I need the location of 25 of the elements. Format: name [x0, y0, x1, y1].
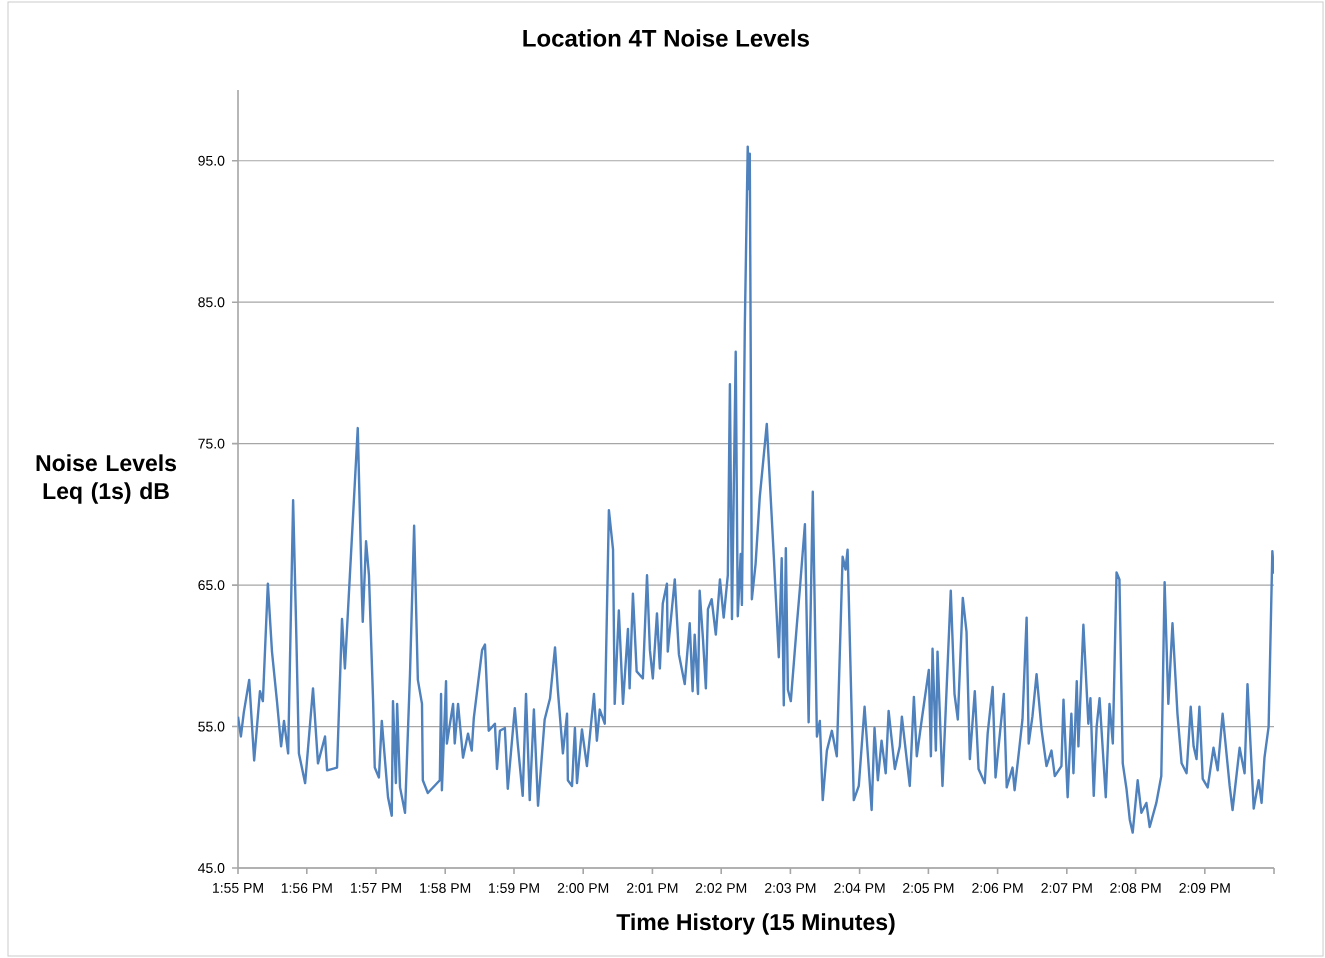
- x-tick-label: 1:58 PM: [420, 883, 471, 893]
- x-tick-label: 2:09 PM: [1179, 883, 1230, 893]
- y-axis-title: Noise Levels Leq (1s) dB: [36, 454, 177, 504]
- x-tick-label: 2:05 PM: [903, 883, 954, 893]
- x-tick-label: 1:55 PM: [213, 883, 263, 893]
- x-tick-label: 2:04 PM: [834, 883, 885, 893]
- x-tick-label: 2:07 PM: [1041, 883, 1092, 893]
- y-tick-label: 95.0: [198, 155, 225, 166]
- x-tick-label: 2:00 PM: [557, 883, 609, 893]
- y-tick-label: 55.0: [198, 721, 225, 732]
- x-tick-label: 2:01 PM: [627, 883, 678, 893]
- y-tick-label: 75.0: [198, 438, 225, 449]
- x-tick-label: 2:03 PM: [765, 883, 816, 893]
- y-tick-label: 85.0: [198, 297, 225, 308]
- x-axis-title: Time History (15 Minutes): [616, 913, 895, 935]
- x-tick-label: 1:57 PM: [351, 883, 401, 893]
- y-tick-label: 65.0: [198, 580, 225, 591]
- x-tick-label: 1:56 PM: [281, 883, 332, 893]
- chart-title: Location 4T Noise Levels: [523, 29, 809, 47]
- y-tick-label: 45.0: [198, 863, 225, 873]
- x-tick-label: 2:02 PM: [695, 883, 747, 893]
- line-series: [238, 145, 1275, 834]
- x-tick-label: 1:59 PM: [488, 883, 539, 893]
- x-tick-label: 2:08 PM: [1110, 883, 1161, 893]
- x-tick-label: 2:06 PM: [972, 883, 1023, 893]
